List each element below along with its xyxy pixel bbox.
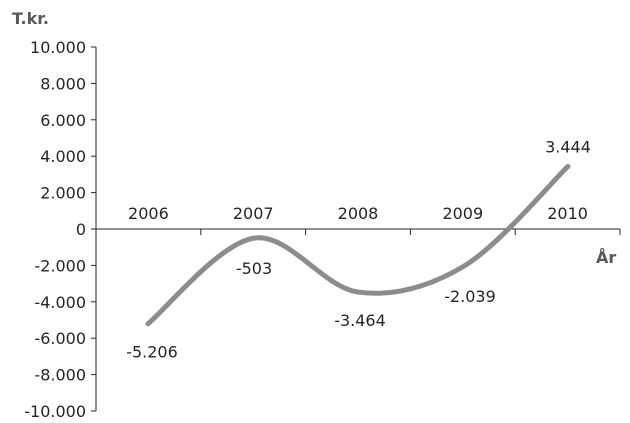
data-label: -5.206: [126, 343, 178, 362]
y-tick-label: 4.000: [40, 147, 86, 166]
y-tick-label: 8.000: [40, 74, 86, 93]
y-tick-label: 2.000: [40, 184, 86, 203]
data-label: 3.444: [545, 137, 591, 156]
y-tick-label: 0: [76, 220, 86, 239]
x-tick-label: 2008: [338, 204, 379, 223]
x-tick-label: 2006: [128, 204, 169, 223]
x-axis-title: År: [596, 248, 616, 267]
data-label: -503: [236, 259, 272, 278]
x-tick-label: 2007: [233, 204, 274, 223]
y-tick-label: -8.000: [34, 366, 86, 385]
series: [145, 163, 571, 327]
y-tick-label: -6.000: [34, 329, 86, 348]
y-tick-label: -10.000: [24, 402, 86, 421]
y-ticks: 10.000 8.000 6.000 4.000 2.000 0 -2.000 -4.000 -…: [24, 38, 96, 421]
series-line: [145, 163, 571, 327]
y-tick-label: 10.000: [30, 38, 86, 57]
x-tick-label: 2010: [547, 204, 588, 223]
y-tick-label: -4.000: [34, 293, 86, 312]
y-axis-title: T.kr.: [12, 9, 49, 28]
x-tick-label: 2009: [442, 204, 483, 223]
y-tick-label: -2.000: [34, 256, 86, 275]
data-label: -2.039: [444, 287, 496, 306]
data-labels: -5.206 -503 -3.464 -2.039 3.444: [126, 137, 591, 361]
y-tick-label: 6.000: [40, 111, 86, 130]
data-label: -3.464: [334, 311, 386, 330]
x-ticks: 2006 2007 2008 2009 2010: [128, 204, 621, 235]
